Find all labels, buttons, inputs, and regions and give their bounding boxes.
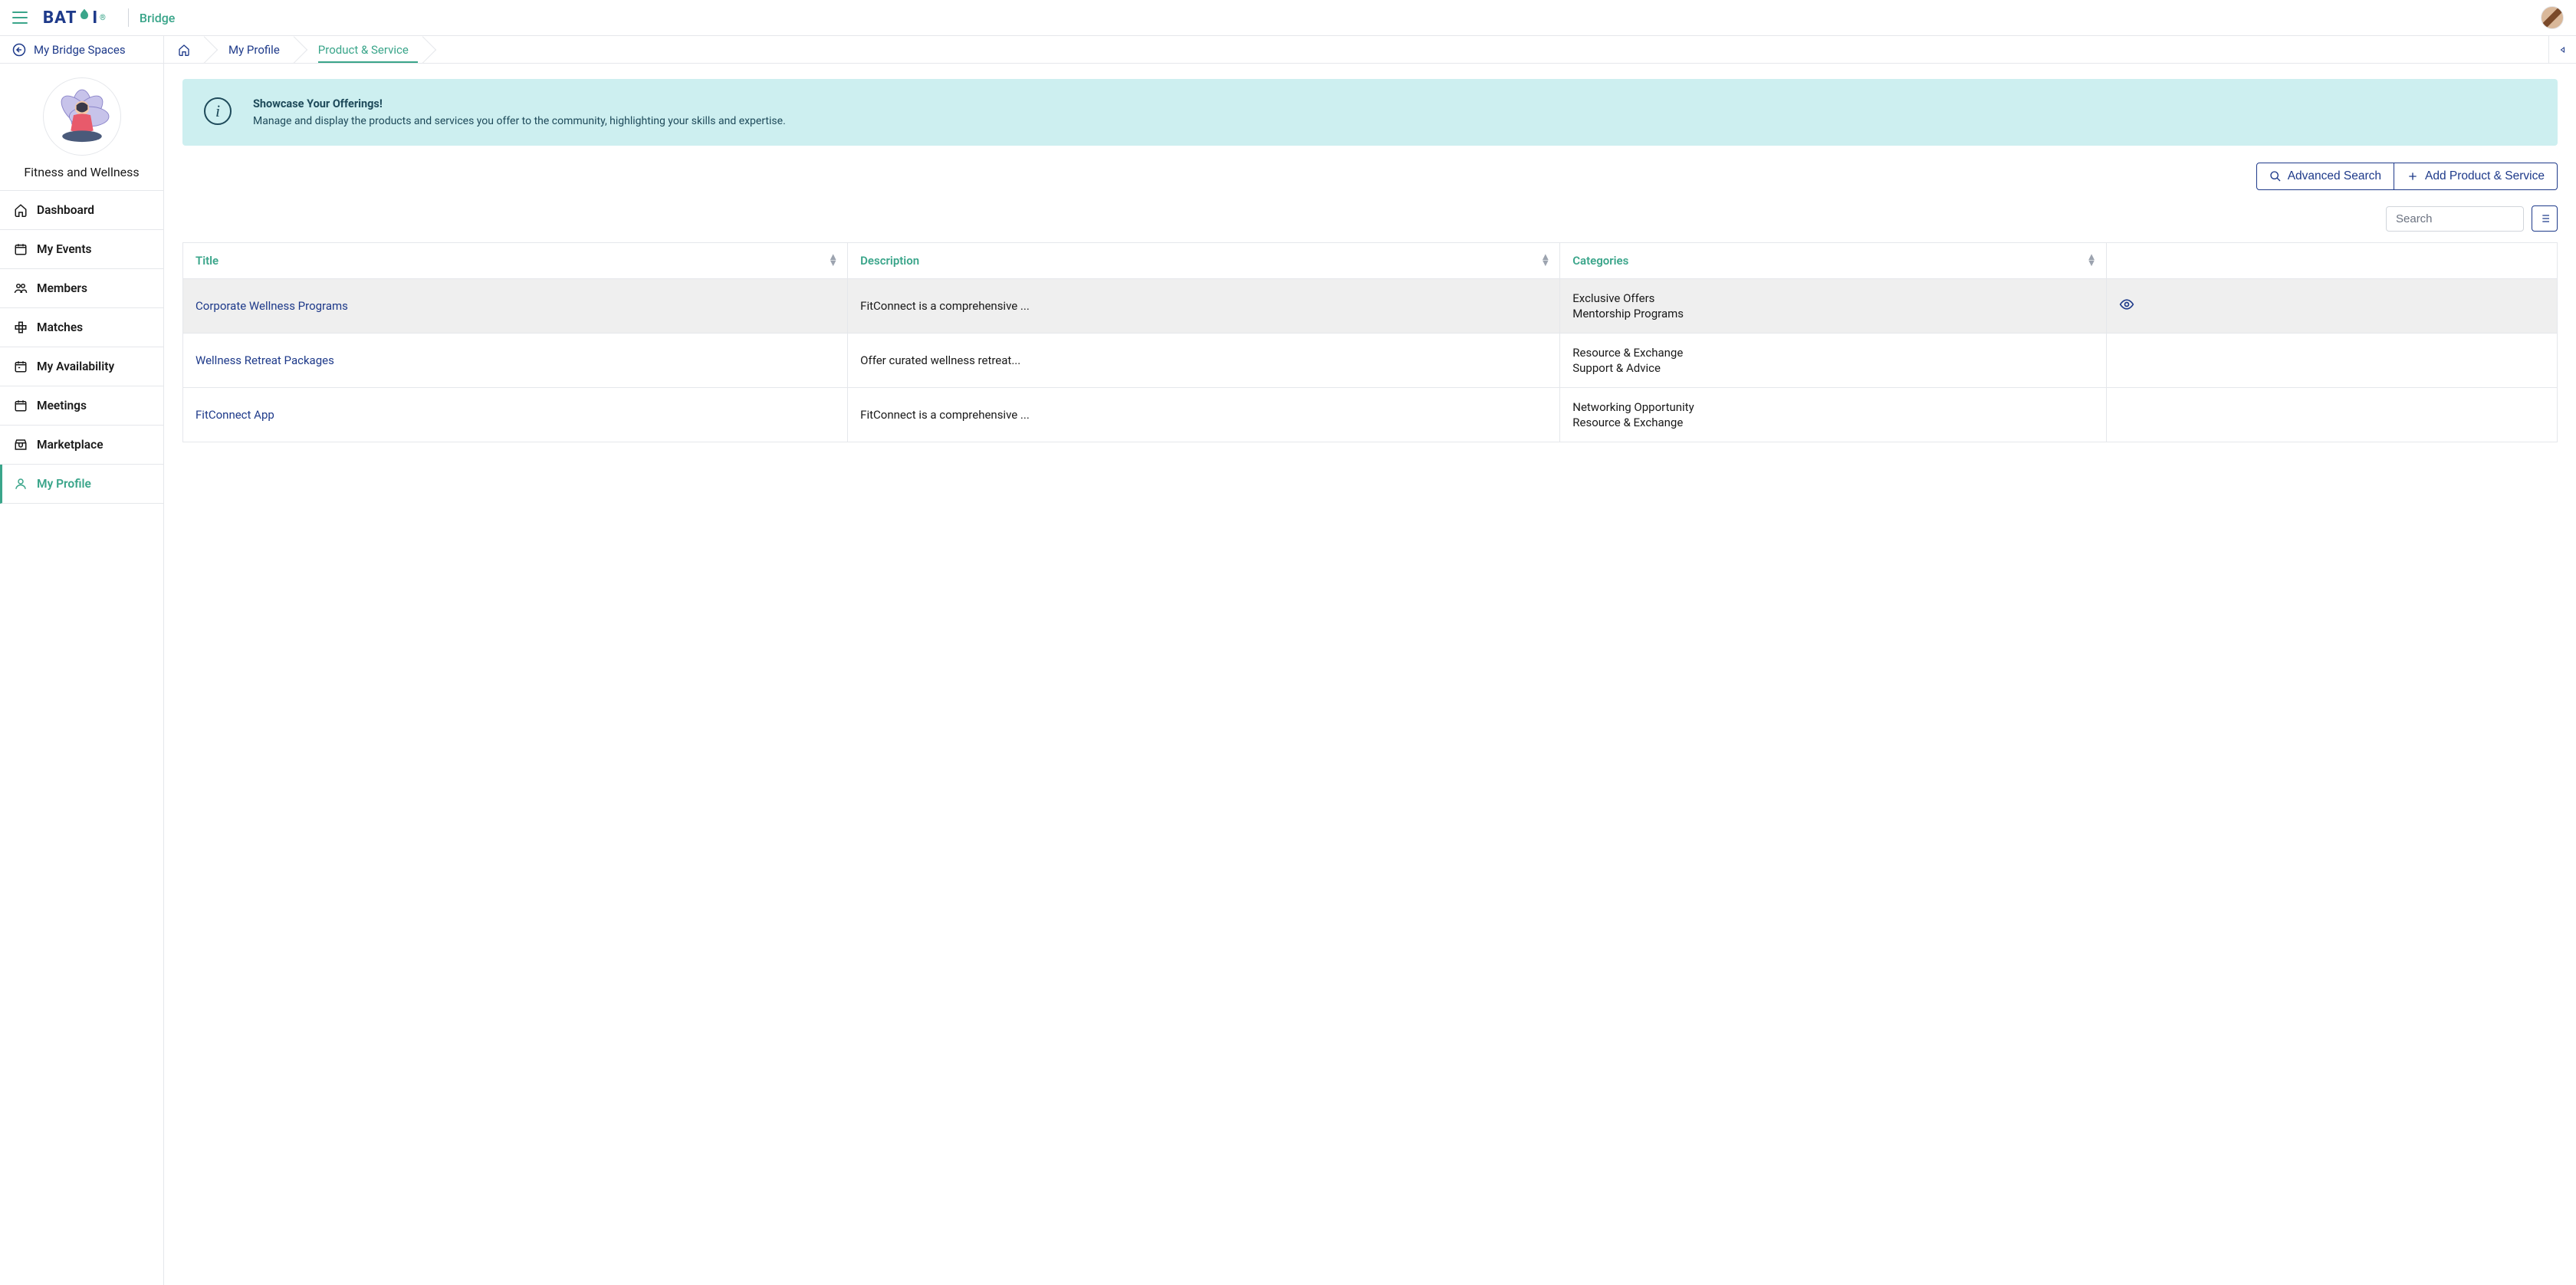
column-header-actions xyxy=(2106,243,2557,279)
product-categories: Resource & ExchangeSupport & Advice xyxy=(1572,346,2093,375)
nav-icon xyxy=(14,281,28,295)
sidebar-item-matches[interactable]: Matches xyxy=(0,308,163,347)
sidebar-item-my-availability[interactable]: My Availability xyxy=(0,347,163,386)
breadcrumb-home[interactable] xyxy=(164,36,207,63)
sidebar-back-link[interactable]: My Bridge Spaces xyxy=(0,36,163,64)
category-tag: Support & Advice xyxy=(1572,361,2093,375)
product-title-link[interactable]: FitConnect App xyxy=(196,408,274,422)
nav-label: Dashboard xyxy=(37,203,94,217)
sidebar: My Bridge Spaces Fitness and Welln xyxy=(0,36,164,1285)
brand-logo[interactable]: BAT I® xyxy=(43,8,107,28)
collapse-panel-button[interactable] xyxy=(2548,36,2576,63)
sidebar-item-my-profile[interactable]: My Profile xyxy=(0,465,163,504)
sidebar-item-meetings[interactable]: Meetings xyxy=(0,386,163,426)
sidebar-item-my-events[interactable]: My Events xyxy=(0,230,163,269)
nav-icon xyxy=(14,399,28,412)
search-input[interactable] xyxy=(2386,206,2524,232)
sidebar-item-marketplace[interactable]: Marketplace xyxy=(0,426,163,465)
nav-label: My Profile xyxy=(37,477,91,491)
nav-icon xyxy=(14,203,28,217)
breadcrumb-label: Product & Service xyxy=(318,43,409,57)
search-icon xyxy=(2269,170,2282,182)
table-row[interactable]: Corporate Wellness Programs FitConnect is… xyxy=(183,279,2558,334)
column-header-categories[interactable]: Categories ▲▼ xyxy=(1560,243,2106,279)
sort-icon: ▲▼ xyxy=(828,255,838,267)
category-tag: Resource & Exchange xyxy=(1572,416,2093,429)
breadcrumb-product-service[interactable]: Product & Service xyxy=(297,36,426,63)
product-description: FitConnect is a comprehensive ... xyxy=(848,388,1560,442)
main-content: My Profile Product & Service i Showcase … xyxy=(164,36,2576,1285)
nav-label: Members xyxy=(37,281,87,295)
product-title-link[interactable]: Wellness Retreat Packages xyxy=(196,353,334,367)
category-tag: Exclusive Offers xyxy=(1572,291,2093,305)
category-tag: Mentorship Programs xyxy=(1572,307,2093,320)
nav-icon xyxy=(14,477,28,491)
nav-label: My Availability xyxy=(37,360,114,373)
row-action-cell xyxy=(2106,334,2557,388)
product-title-link[interactable]: Corporate Wellness Programs xyxy=(196,299,348,313)
space-name: Fitness and Wellness xyxy=(24,165,139,179)
banner-body: Manage and display the products and serv… xyxy=(253,115,786,127)
sort-icon: ▲▼ xyxy=(1540,255,1550,267)
row-action-cell xyxy=(2106,388,2557,442)
column-header-description[interactable]: Description ▲▼ xyxy=(848,243,1560,279)
registered-mark: ® xyxy=(100,14,107,22)
menu-toggle-icon[interactable] xyxy=(12,12,28,24)
table-row[interactable]: FitConnect App FitConnect is a comprehens… xyxy=(183,388,2558,442)
space-avatar xyxy=(43,77,121,156)
nav-label: My Events xyxy=(37,242,92,256)
category-tag: Networking Opportunity xyxy=(1572,400,2093,414)
leaf-icon xyxy=(77,8,92,28)
product-categories: Networking Opportunity Resource & Exchang… xyxy=(1572,400,2093,429)
info-icon: i xyxy=(204,97,232,125)
sidebar-back-label: My Bridge Spaces xyxy=(34,43,126,57)
view-icon[interactable] xyxy=(2119,297,2134,312)
meditation-illustration-icon xyxy=(47,81,117,152)
advanced-search-button[interactable]: Advanced Search xyxy=(2256,163,2394,190)
breadcrumb-label: My Profile xyxy=(228,43,280,57)
product-description: Offer curated wellness retreat... xyxy=(848,334,1560,388)
nav-icon xyxy=(14,360,28,373)
logo-text-2: I xyxy=(92,8,98,28)
action-button-group: Advanced Search Add Product & Service xyxy=(2256,163,2558,190)
sidebar-item-members[interactable]: Members xyxy=(0,269,163,308)
product-categories: Exclusive Offers Mentorship Programs xyxy=(1572,291,2093,320)
nav-icon xyxy=(14,242,28,256)
back-arrow-icon xyxy=(12,43,26,57)
column-toggle-button[interactable] xyxy=(2532,205,2558,232)
sidebar-item-dashboard[interactable]: Dashboard xyxy=(0,191,163,230)
advanced-search-label: Advanced Search xyxy=(2288,169,2381,183)
nav-icon xyxy=(14,438,28,452)
sort-icon: ▲▼ xyxy=(2087,255,2097,267)
add-product-label: Add Product & Service xyxy=(2425,169,2545,183)
info-banner: i Showcase Your Offerings! Manage and di… xyxy=(182,79,2558,146)
list-icon xyxy=(2538,212,2551,225)
products-table: Title ▲▼ Description ▲▼ Categories ▲▼ xyxy=(182,242,2558,442)
home-icon xyxy=(178,44,190,56)
divider xyxy=(128,8,129,27)
space-card: Fitness and Wellness xyxy=(0,64,163,191)
nav-label: Matches xyxy=(37,320,83,334)
add-product-button[interactable]: Add Product & Service xyxy=(2394,163,2558,190)
breadcrumb-bar: My Profile Product & Service xyxy=(164,36,2576,64)
category-tag: Resource & Exchange xyxy=(1572,346,2093,360)
product-name[interactable]: Bridge xyxy=(140,11,176,25)
plus-icon xyxy=(2407,170,2419,182)
nav-icon xyxy=(14,320,28,334)
product-description: FitConnect is a comprehensive ... xyxy=(848,279,1560,334)
table-row[interactable]: Wellness Retreat Packages Offer curated w… xyxy=(183,334,2558,388)
logo-text-1: BAT xyxy=(43,8,77,28)
breadcrumb-my-profile[interactable]: My Profile xyxy=(207,36,297,63)
column-header-title[interactable]: Title ▲▼ xyxy=(183,243,848,279)
nav-label: Meetings xyxy=(37,399,87,412)
user-avatar[interactable] xyxy=(2541,6,2564,29)
triangle-left-icon xyxy=(2558,45,2568,54)
banner-title: Showcase Your Offerings! xyxy=(253,97,786,110)
nav-label: Marketplace xyxy=(37,438,104,452)
row-action-cell xyxy=(2106,279,2557,334)
top-bar: BAT I® Bridge xyxy=(0,0,2576,36)
